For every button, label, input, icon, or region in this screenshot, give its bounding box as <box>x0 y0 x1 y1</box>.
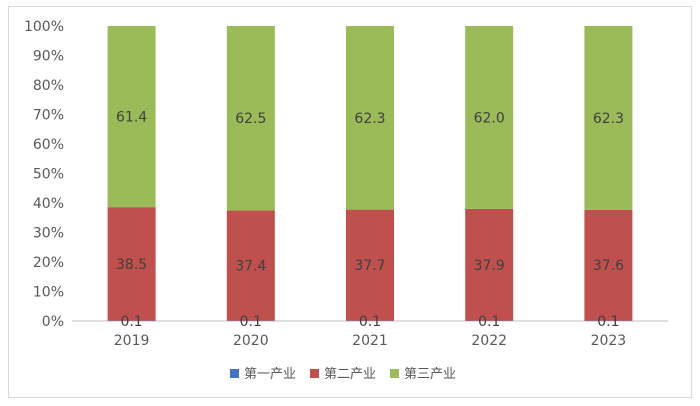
bar-2019-series-2 <box>107 26 156 208</box>
bar-2023-series-2 <box>584 26 633 210</box>
y-tick-label: 10% <box>33 285 64 301</box>
y-tick-label: 90% <box>33 49 64 65</box>
data-label: 0.1 <box>240 314 262 330</box>
data-label: 0.1 <box>120 314 142 330</box>
data-label: 37.9 <box>474 258 505 274</box>
bar-2023-series-1 <box>584 209 633 321</box>
bar-2022-series-2 <box>465 26 514 209</box>
data-label: 37.4 <box>235 259 266 275</box>
bar-2021-series-2 <box>346 26 394 210</box>
y-tick-label: 50% <box>33 167 64 183</box>
bars <box>107 26 633 321</box>
data-label: 0.1 <box>478 314 500 330</box>
y-tick-label: 70% <box>33 108 64 124</box>
data-label: 62.3 <box>593 111 624 127</box>
x-tick-label: 2023 <box>591 333 627 349</box>
data-label: 62.5 <box>235 111 266 127</box>
data-label: 38.5 <box>116 257 147 273</box>
legend-swatch-2 <box>390 369 399 378</box>
data-label: 37.6 <box>593 258 624 274</box>
bar-2021-series-1 <box>346 209 394 321</box>
x-tick-label: 2020 <box>233 333 269 349</box>
legend-label-0: 第一产业 <box>244 367 296 382</box>
bar-2020-series-1 <box>226 210 275 321</box>
data-label: 61.4 <box>116 110 147 126</box>
data-labels: 0.1 38.5 61.4 0.1 37.4 62.5 0.1 37.7 62.3 0.1 37.9… <box>116 110 624 330</box>
legend: 第一产业 第二产业 第三产业 <box>230 367 456 382</box>
data-label: 62.3 <box>354 111 385 127</box>
data-label: 0.1 <box>359 314 381 330</box>
x-tick-label: 2021 <box>352 333 388 349</box>
y-tick-label: 30% <box>33 226 64 242</box>
axes: 0% 10% 20% 30% 40% 50% 60% 70% 80% 90% 100% 2019 202… <box>24 19 668 349</box>
data-label: 62.0 <box>474 110 505 126</box>
data-label: 37.7 <box>354 258 385 274</box>
x-tick-label: 2019 <box>114 333 150 349</box>
data-label: 0.1 <box>597 314 619 330</box>
legend-label-1: 第二产业 <box>324 367 376 382</box>
legend-swatch-0 <box>230 369 239 378</box>
bar-2022-series-1 <box>465 208 514 321</box>
x-tick-label: 2022 <box>471 333 507 349</box>
y-tick-label: 60% <box>33 137 64 153</box>
y-tick-label: 20% <box>33 255 64 271</box>
y-tick-label: 80% <box>33 78 64 94</box>
legend-label-2: 第三产业 <box>404 367 456 382</box>
bar-2020-series-2 <box>226 26 275 211</box>
y-tick-label: 40% <box>33 196 64 212</box>
y-tick-label: 100% <box>24 19 64 35</box>
legend-swatch-1 <box>310 369 319 378</box>
bar-2019-series-1 <box>107 207 156 321</box>
y-tick-label: 0% <box>42 314 64 330</box>
